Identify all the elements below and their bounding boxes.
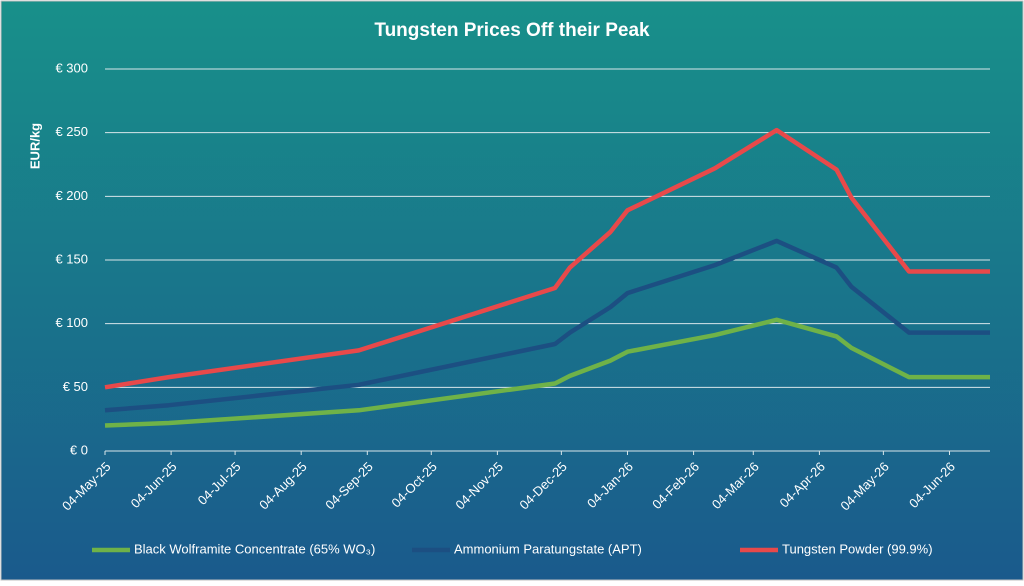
y-tick-label: € 50	[63, 379, 88, 394]
y-tick-label: € 0	[70, 442, 88, 457]
series-line	[104, 238, 990, 413]
series-line	[104, 127, 990, 390]
y-tick-label: € 250	[55, 124, 88, 139]
series-line	[104, 317, 990, 428]
y-tick-label: € 100	[55, 315, 88, 330]
legend-label: Tungsten Powder (99.9%)	[782, 541, 933, 556]
legend-label: Black Wolframite Concentrate (65% WO₃)	[134, 541, 375, 556]
y-axis-label: EUR/kg	[27, 123, 42, 169]
chart-title: Tungsten Prices Off their Peak	[374, 20, 650, 41]
y-tick-label: € 200	[55, 188, 88, 203]
legend-label: Ammonium Paratungstate (APT)	[454, 541, 642, 556]
y-tick-label: € 300	[55, 60, 88, 75]
y-tick-label: € 150	[55, 251, 88, 266]
